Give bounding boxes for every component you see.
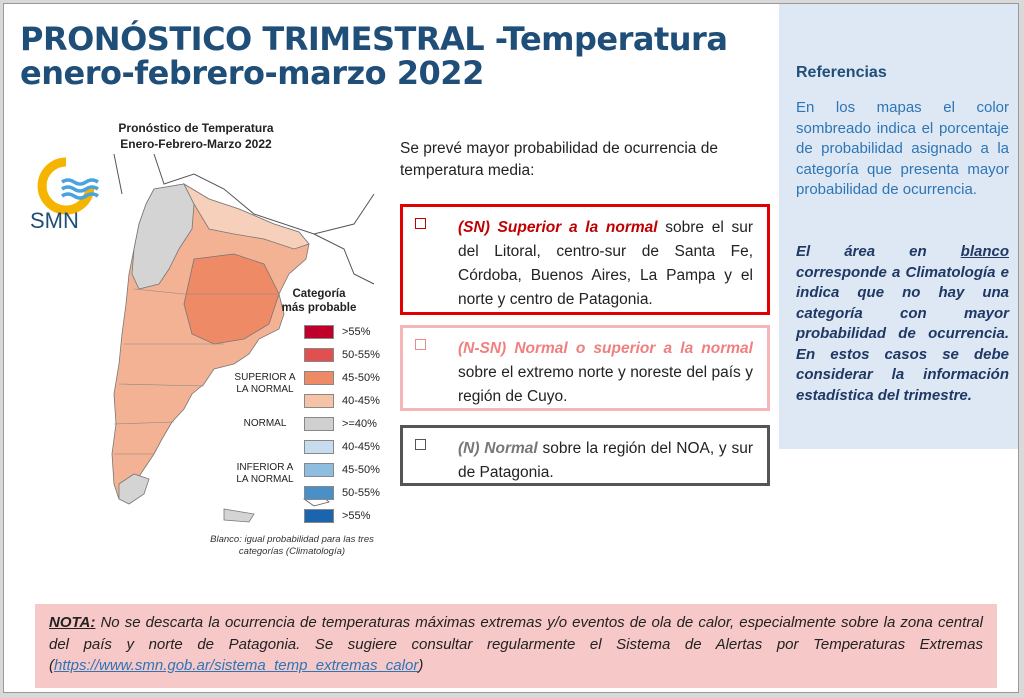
nota-box: NOTA: No se descarta la ocurrencia de te… [35, 604, 997, 688]
forecast-detail: sobre el sur del Litoral, centro-sur de … [458, 219, 753, 308]
category-normal: NORMAL [243, 418, 287, 429]
legend-label: 50-55% [342, 487, 380, 499]
checkbox-icon [415, 218, 426, 229]
nota-text: No se descarta la ocurrencia de temperat… [49, 614, 983, 674]
legend-label: 40-45% [342, 441, 380, 453]
references-paragraph-2: El área en blanco corresponde a Climatol… [796, 242, 1009, 406]
forecast-detail: sobre el extremo norte y noreste del paí… [458, 364, 753, 405]
legend-title: Categoría más probable [281, 288, 357, 314]
nota-end: ) [418, 657, 424, 674]
page-title: PRONÓSTICO TRIMESTRAL -Temperatura enero… [20, 20, 728, 92]
legend-swatch-inf-55 [304, 509, 334, 523]
slide: PRONÓSTICO TRIMESTRAL -Temperatura enero… [3, 3, 1019, 693]
category-superior: SUPERIOR A LA NORMAL [234, 372, 296, 395]
legend-label: 50-55% [342, 349, 380, 361]
legend-swatch-sup-40 [304, 394, 334, 408]
references-title: Referencias [796, 64, 887, 81]
forecast-box-normal-superior: (N-SN) Normal o superior a la normal sob… [400, 325, 770, 411]
nota-label: NOTA: [49, 614, 96, 631]
map-footnote: Blanco: igual probabilidad para las tres… [210, 534, 374, 557]
checkbox-icon [415, 439, 426, 450]
forecast-lead: (N) Normal [458, 440, 538, 457]
title-line-2: enero-febrero-marzo 2022 [20, 54, 484, 92]
smn-logo-text: SMN [30, 208, 79, 233]
forecast-box-superior: (SN) Superior a la normal sobre el sur d… [400, 204, 770, 315]
forecast-detail: sobre la región del NOA, y sur de Patago… [458, 440, 753, 481]
legend-swatch-normal [304, 417, 334, 431]
legend-swatch-sup-50 [304, 348, 334, 362]
legend-label: >55% [342, 510, 371, 522]
checkbox-icon [415, 339, 426, 350]
forecast-lead: (N-SN) Normal o superior a la normal [458, 340, 753, 357]
map-title: Pronóstico de Temperatura Enero-Febrero-… [96, 120, 296, 152]
legend-swatch-sup-45 [304, 371, 334, 385]
references-blanco: blanco [960, 243, 1009, 260]
map-title-line-2: Enero-Febrero-Marzo 2022 [120, 137, 272, 151]
legend-label: 45-50% [342, 372, 380, 384]
forecast-box-normal: (N) Normal sobre la región del NOA, y su… [400, 425, 770, 486]
category-inferior: INFERIOR A LA NORMAL [236, 462, 294, 485]
forecast-text: (SN) Superior a la normal sobre el sur d… [458, 216, 753, 312]
forecast-text: (N-SN) Normal o superior a la normal sob… [458, 337, 753, 409]
forecast-text: (N) Normal sobre la región del NOA, y su… [458, 437, 753, 485]
legend-swatch-inf-40 [304, 440, 334, 454]
forecast-lead: (SN) Superior a la normal [458, 219, 658, 236]
legend-label: >55% [342, 326, 371, 338]
legend-swatch-inf-45 [304, 463, 334, 477]
references-p2-end: corresponde a Climatología e indica que … [796, 263, 1009, 404]
references-p2-start: El área en [796, 243, 961, 260]
legend-label: >=40% [342, 418, 377, 430]
references-paragraph-1: En los mapas el color sombreado indica e… [796, 99, 1009, 198]
legend-label: 45-50% [342, 464, 380, 476]
legend-label: 40-45% [342, 395, 380, 407]
title-line-1: PRONÓSTICO TRIMESTRAL -Temperatura [20, 20, 728, 58]
map-title-line-1: Pronóstico de Temperatura [118, 121, 274, 135]
legend-swatch-sup-55 [304, 325, 334, 339]
nota-link[interactable]: https://www.smn.gob.ar/sistema_temp_extr… [54, 657, 419, 674]
smn-logo [37, 157, 99, 215]
legend-swatch-inf-50 [304, 486, 334, 500]
intro-text: Se prevé mayor probabilidad de ocurrenci… [400, 140, 718, 179]
references-panel: Referencias En los mapas el color sombre… [779, 4, 1018, 449]
